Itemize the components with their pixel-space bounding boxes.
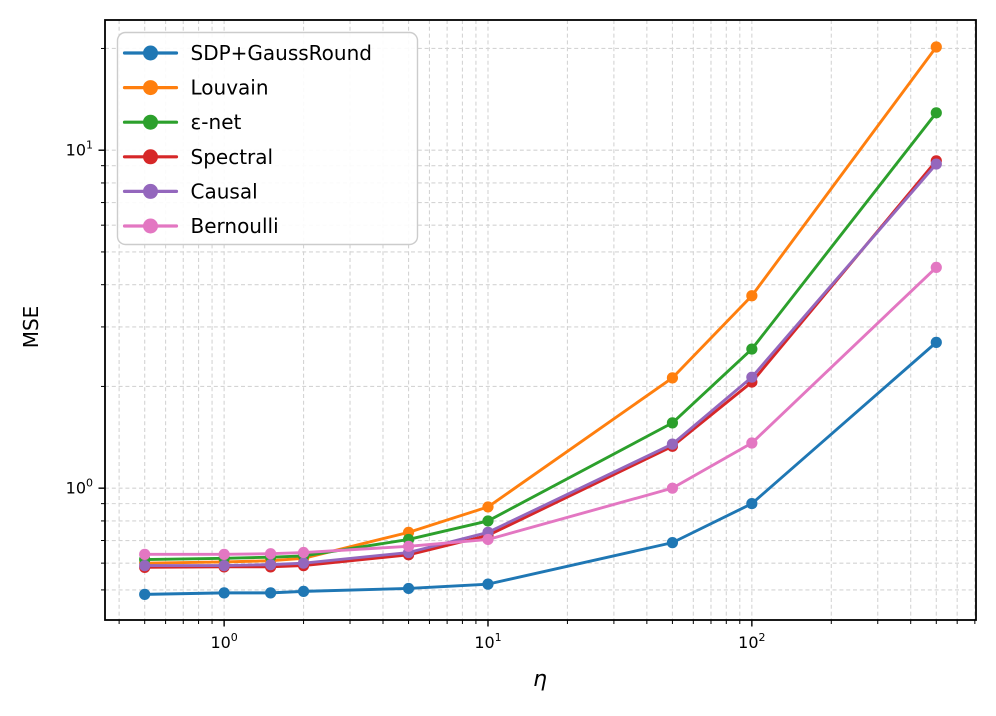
legend-item: ε-net [122,110,242,134]
data-point-marker [930,261,942,274]
legend-marker [143,218,158,234]
series-Causal [139,158,942,572]
data-point-marker [264,559,277,571]
data-point-marker [482,578,494,590]
data-point-marker [666,372,679,384]
data-point-marker [297,585,310,597]
y-tick-label: 100 [66,477,93,498]
data-point-marker [666,417,679,429]
data-point-marker [746,498,758,510]
legend: SDP+GaussRound Louvain ε-net Spectral Causal… [116,31,419,246]
legend-marker [143,45,158,61]
data-point-marker [666,537,679,549]
data-point-marker [482,515,494,527]
data-point-marker [264,587,277,599]
y-axis-label: MSE [19,306,43,349]
data-point-marker [746,437,758,449]
legend-item: Bernoulli [122,214,279,238]
data-point-marker [930,107,942,119]
series-Bernoulli [139,261,942,560]
legend-marker [143,80,158,96]
x-axis-label: η [533,667,547,692]
data-point-marker [139,548,151,560]
legend-item: Spectral [122,145,274,169]
legend-box [116,31,419,246]
legend-marker [143,149,158,165]
data-point-marker [139,588,151,600]
data-point-marker [402,540,415,552]
x-tick-label: 100 [210,631,237,652]
legend-marker [143,114,158,130]
legend-label: Bernoulli [191,214,279,238]
data-point-marker [930,158,942,170]
x-tick-label: 102 [738,631,765,652]
x-tick-label: 101 [474,631,501,652]
data-point-marker [218,548,230,560]
data-point-marker [666,438,679,450]
series-SDP+GaussRound [139,336,942,600]
data-point-marker [297,557,310,569]
data-point-marker [482,533,494,546]
data-point-marker [297,546,310,559]
legend-label: ε-net [191,110,242,134]
data-point-marker [264,548,277,560]
data-point-marker [746,371,758,383]
data-point-marker [139,560,151,572]
data-point-marker [930,41,942,53]
data-point-marker [218,587,230,599]
data-point-marker [482,501,494,513]
data-point-marker [746,290,758,302]
legend-label: Louvain [191,76,269,100]
data-point-marker [746,343,758,355]
legend-label: SDP+GaussRound [191,41,372,65]
series-layer [139,41,942,600]
legend-item: SDP+GaussRound [122,41,372,65]
legend-item: Causal [122,179,258,203]
plot-frame [104,19,977,621]
legend-label: Causal [191,179,258,203]
legend-label: Spectral [191,145,274,169]
data-point-marker [402,582,415,595]
data-point-marker [218,560,230,572]
data-point-marker [666,482,679,494]
legend-item: Louvain [122,76,269,100]
data-point-marker [930,336,942,348]
legend-marker [143,183,158,199]
y-tick-label: 101 [66,139,93,160]
